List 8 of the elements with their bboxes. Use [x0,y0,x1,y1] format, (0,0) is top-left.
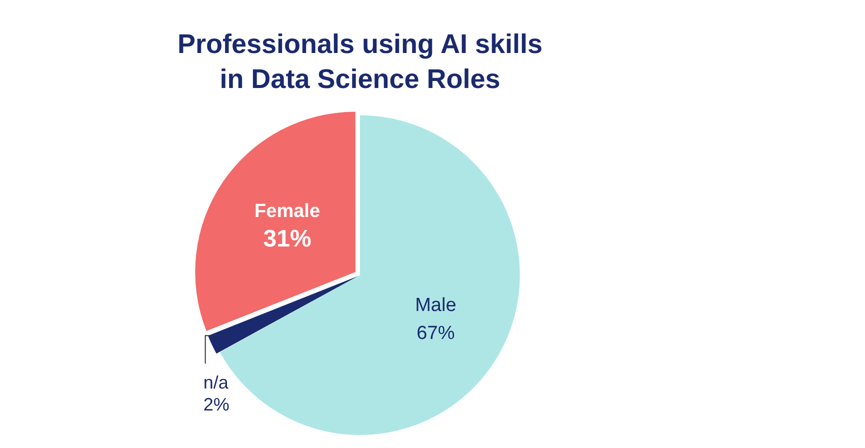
slice-label: n/a [203,372,230,393]
slice-label: Male [415,295,456,316]
data-label: 2% [203,394,230,415]
data-label: 31% [263,225,312,252]
data-label: 67% [416,323,455,344]
text: Professionals using AI skills [177,29,543,60]
text: in Data Science Roles [220,64,500,94]
slice-label: Female [254,200,320,222]
